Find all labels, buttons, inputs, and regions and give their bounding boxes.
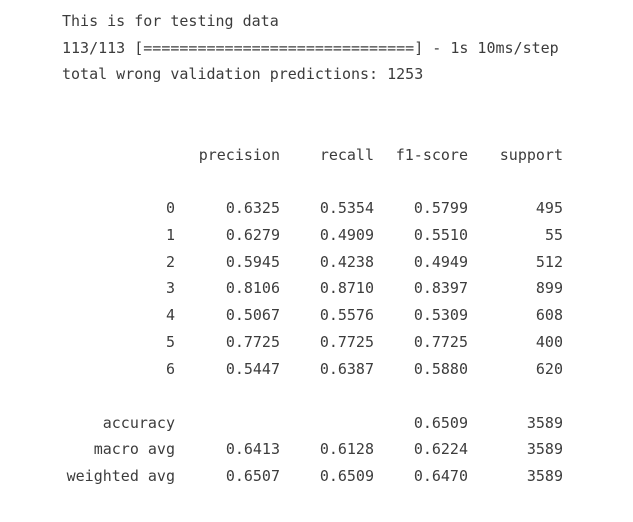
cell-recall: 0.4909 bbox=[319, 226, 374, 244]
summary-label: accuracy bbox=[102, 414, 175, 432]
progress-line: 113/113 [==============================]… bbox=[62, 39, 559, 57]
cell-support: 3589 bbox=[526, 440, 563, 458]
cell-precision: 0.6279 bbox=[225, 226, 280, 244]
cell-support: 3589 bbox=[526, 467, 563, 485]
cell-support: 55 bbox=[544, 226, 563, 244]
row-label: 2 bbox=[165, 253, 175, 271]
cell-f1: 0.6224 bbox=[413, 440, 468, 458]
cell-f1: 0.5309 bbox=[413, 306, 468, 324]
row-label: 3 bbox=[165, 279, 175, 297]
cell-precision: 0.5067 bbox=[225, 306, 280, 324]
cell-recall: 0.6128 bbox=[319, 440, 374, 458]
cell-precision: 0.8106 bbox=[225, 279, 280, 297]
header-recall: recall bbox=[319, 146, 374, 164]
cell-support: 400 bbox=[535, 333, 563, 351]
row-label: 0 bbox=[165, 199, 175, 217]
cell-f1: 0.7725 bbox=[413, 333, 468, 351]
cell-support: 899 bbox=[535, 279, 563, 297]
cell-support: 512 bbox=[535, 253, 563, 271]
cell-recall: 0.5576 bbox=[319, 306, 374, 324]
cell-recall: 0.4238 bbox=[319, 253, 374, 271]
cell-recall: 0.6387 bbox=[319, 360, 374, 378]
cell-f1: 0.8397 bbox=[413, 279, 468, 297]
row-label: 4 bbox=[165, 306, 175, 324]
cell-recall: 0.7725 bbox=[319, 333, 374, 351]
cell-precision: 0.6413 bbox=[225, 440, 280, 458]
wrong-predictions-line: total wrong validation predictions: 1253 bbox=[62, 65, 424, 83]
cell-f1: 0.5880 bbox=[413, 360, 468, 378]
cell-recall: 0.6509 bbox=[319, 467, 374, 485]
cell-precision: 0.5447 bbox=[225, 360, 280, 378]
cell-f1: 0.5510 bbox=[413, 226, 468, 244]
row-label: 6 bbox=[165, 360, 175, 378]
header-precision: precision bbox=[198, 146, 280, 164]
summary-label: weighted avg bbox=[66, 467, 175, 485]
cell-support: 3589 bbox=[526, 414, 563, 432]
cell-f1: 0.6470 bbox=[413, 467, 468, 485]
cell-support: 620 bbox=[535, 360, 563, 378]
cell-f1: 0.6509 bbox=[413, 414, 468, 432]
cell-support: 608 bbox=[535, 306, 563, 324]
cell-f1: 0.5799 bbox=[413, 199, 468, 217]
header-f1-score: f1-score bbox=[395, 146, 468, 164]
cell-precision: 0.5945 bbox=[225, 253, 280, 271]
summary-label: macro avg bbox=[93, 440, 175, 458]
output-title: This is for testing data bbox=[62, 12, 279, 30]
cell-support: 495 bbox=[535, 199, 563, 217]
row-label: 1 bbox=[165, 226, 175, 244]
cell-f1: 0.4949 bbox=[413, 253, 468, 271]
header-support: support bbox=[499, 146, 563, 164]
cell-precision: 0.6325 bbox=[225, 199, 280, 217]
row-label: 5 bbox=[165, 333, 175, 351]
cell-precision: 0.7725 bbox=[225, 333, 280, 351]
cell-precision: 0.6507 bbox=[225, 467, 280, 485]
cell-recall: 0.8710 bbox=[319, 279, 374, 297]
cell-recall: 0.5354 bbox=[319, 199, 374, 217]
